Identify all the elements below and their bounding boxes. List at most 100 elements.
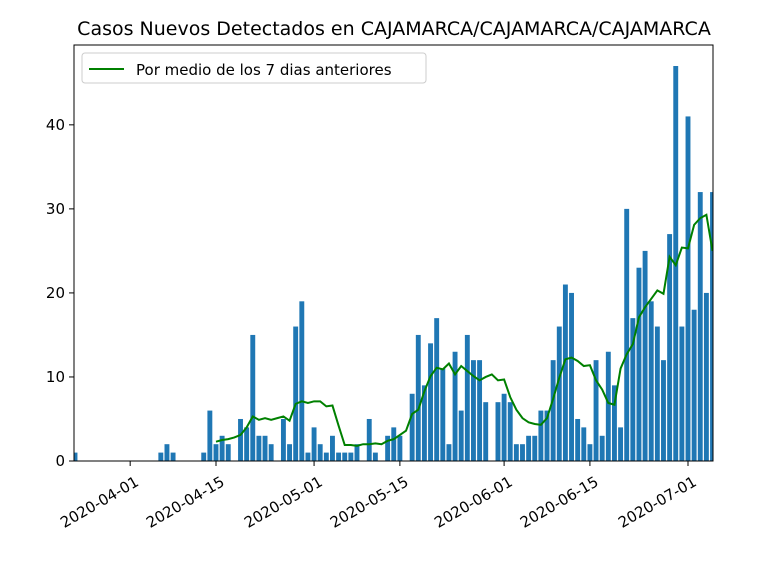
- bar: [280, 418, 286, 461]
- bar: [323, 452, 329, 461]
- bar: [391, 427, 397, 461]
- x-tick-label: 2020-04-01: [57, 473, 142, 532]
- x-tick-label: 2020-04-15: [143, 473, 228, 532]
- y-tick-label: 20: [46, 284, 65, 302]
- bar: [661, 360, 666, 461]
- bar: [538, 410, 544, 461]
- bar: [477, 360, 483, 461]
- bar: [544, 410, 550, 461]
- bar: [336, 452, 342, 461]
- bar: [507, 402, 513, 461]
- bar: [703, 292, 709, 461]
- bar: [593, 360, 599, 461]
- y-tick-label: 30: [46, 200, 65, 218]
- bar: [415, 334, 421, 461]
- bar: [440, 368, 446, 461]
- bar: [299, 301, 305, 461]
- bar: [397, 435, 403, 461]
- bar: [305, 452, 311, 461]
- bar-series: [74, 66, 713, 462]
- bar: [219, 435, 225, 461]
- bar: [409, 393, 415, 461]
- bar: [648, 301, 654, 461]
- bar: [569, 292, 574, 461]
- bar: [452, 351, 458, 461]
- bar: [366, 418, 372, 461]
- legend-box: [81, 52, 427, 84]
- bar: [311, 427, 317, 461]
- bar: [697, 192, 703, 461]
- bar: [679, 326, 685, 461]
- bar: [710, 192, 713, 461]
- bar: [293, 326, 299, 461]
- bar: [520, 444, 525, 461]
- bar: [213, 444, 219, 461]
- bar: [624, 208, 630, 461]
- bar: [385, 435, 391, 461]
- bar: [599, 435, 605, 461]
- x-tick-label: 2020-05-01: [241, 473, 326, 532]
- bar: [421, 385, 427, 461]
- legend-label: Por medio de los 7 dias anteriores: [136, 61, 392, 79]
- bar: [348, 452, 354, 461]
- line-series: [215, 213, 714, 447]
- legend: Por medio de los 7 dias anteriores: [81, 52, 427, 84]
- bar: [581, 427, 587, 461]
- bar: [250, 334, 256, 461]
- bar: [605, 351, 611, 461]
- chart-title: Casos Nuevos Detectados en CAJAMARCA/CAJ…: [77, 18, 711, 40]
- plot-frame: [73, 44, 714, 462]
- bar: [342, 452, 348, 461]
- moving-average-line: [215, 213, 714, 447]
- bar: [74, 452, 78, 461]
- bar: [526, 435, 532, 461]
- bar: [354, 444, 360, 461]
- bar: [330, 435, 335, 461]
- bar: [618, 427, 624, 461]
- y-tick-label: 0: [55, 452, 65, 470]
- y-tick-label: 40: [46, 116, 65, 134]
- x-tick-label: 2020-05-15: [327, 473, 412, 532]
- bar: [458, 410, 464, 461]
- bar: [587, 444, 593, 461]
- bar: [164, 444, 170, 461]
- bar: [575, 418, 581, 461]
- bar: [244, 427, 250, 461]
- bar: [287, 444, 292, 461]
- bar: [495, 402, 501, 461]
- bar: [532, 435, 538, 461]
- bar: [207, 410, 213, 461]
- bar: [225, 444, 231, 461]
- bar: [562, 284, 568, 461]
- bar: [372, 452, 378, 461]
- bar: [446, 444, 452, 461]
- bar: [556, 326, 562, 461]
- bar: [158, 452, 164, 461]
- bar: [636, 267, 642, 461]
- bar: [170, 452, 176, 461]
- bar: [513, 444, 519, 461]
- y-tick-label: 10: [46, 368, 65, 386]
- bar: [691, 309, 697, 461]
- bar: [642, 250, 648, 461]
- bar: [256, 435, 262, 461]
- x-tick-label: 2020-06-01: [431, 473, 516, 532]
- bar: [685, 116, 691, 462]
- bar: [464, 334, 470, 461]
- x-tick-label: 2020-07-01: [615, 473, 700, 532]
- y-axis: 0 10 20 30 40: [46, 116, 74, 470]
- x-tick-label: 2020-06-15: [517, 473, 602, 532]
- bar: [268, 444, 274, 461]
- bar: [471, 360, 476, 461]
- bar: [317, 444, 323, 461]
- bar: [201, 452, 207, 461]
- bar: [434, 318, 440, 461]
- bar: [611, 385, 617, 461]
- bar: [667, 234, 673, 461]
- bar: [550, 360, 556, 461]
- bar: [654, 326, 660, 461]
- x-axis: 2020-04-01 2020-04-15 2020-05-01 2020-05-15…: [57, 461, 700, 532]
- bar: [630, 318, 636, 461]
- bar: [501, 393, 507, 461]
